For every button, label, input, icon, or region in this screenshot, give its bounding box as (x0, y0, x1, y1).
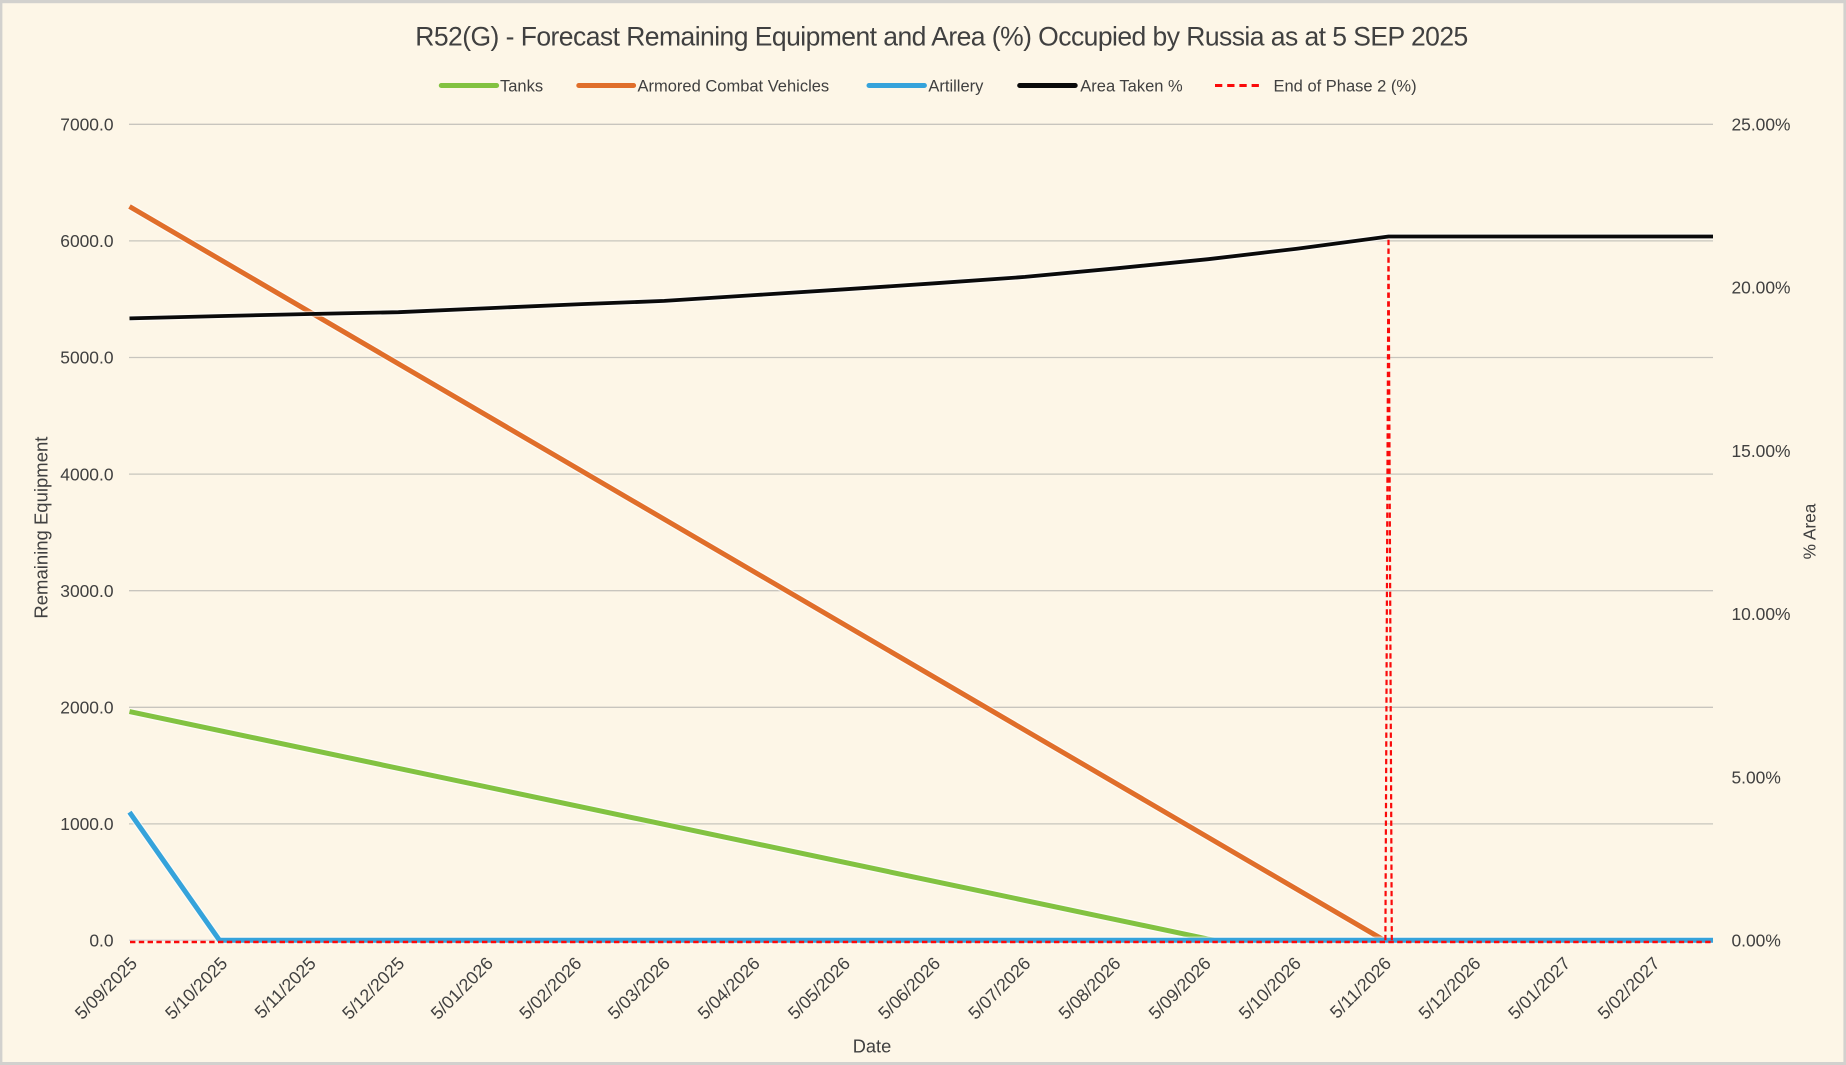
svg-text:Date: Date (853, 1037, 891, 1057)
svg-text:20.00%: 20.00% (1732, 278, 1791, 298)
svg-text:7000.0: 7000.0 (60, 115, 113, 135)
svg-text:Remaining Equipment: Remaining Equipment (31, 437, 52, 619)
svg-text:End of Phase 2 (%): End of Phase 2 (%) (1274, 77, 1417, 95)
svg-text:5.00%: 5.00% (1732, 767, 1781, 787)
svg-text:Tanks: Tanks (500, 77, 543, 95)
svg-text:3000.0: 3000.0 (60, 581, 113, 601)
svg-text:25.00%: 25.00% (1732, 115, 1791, 135)
svg-text:0.0: 0.0 (89, 931, 113, 951)
svg-text:Artillery: Artillery (928, 77, 984, 95)
svg-text:% Area: % Area (1800, 503, 1820, 559)
svg-text:2000.0: 2000.0 (60, 698, 113, 718)
svg-text:1000.0: 1000.0 (60, 814, 113, 834)
svg-text:4000.0: 4000.0 (60, 464, 113, 484)
svg-text:Armored Combat Vehicles: Armored Combat Vehicles (638, 77, 830, 95)
svg-text:10.00%: 10.00% (1732, 604, 1791, 624)
svg-text:0.00%: 0.00% (1732, 931, 1781, 951)
svg-text:15.00%: 15.00% (1732, 441, 1791, 461)
svg-text:Area Taken %: Area Taken % (1080, 77, 1183, 95)
svg-text:6000.0: 6000.0 (60, 231, 113, 251)
svg-text:R52(G) - Forecast Remaining Eq: R52(G) - Forecast Remaining Equipment an… (415, 22, 1468, 52)
svg-text:5000.0: 5000.0 (60, 348, 113, 368)
